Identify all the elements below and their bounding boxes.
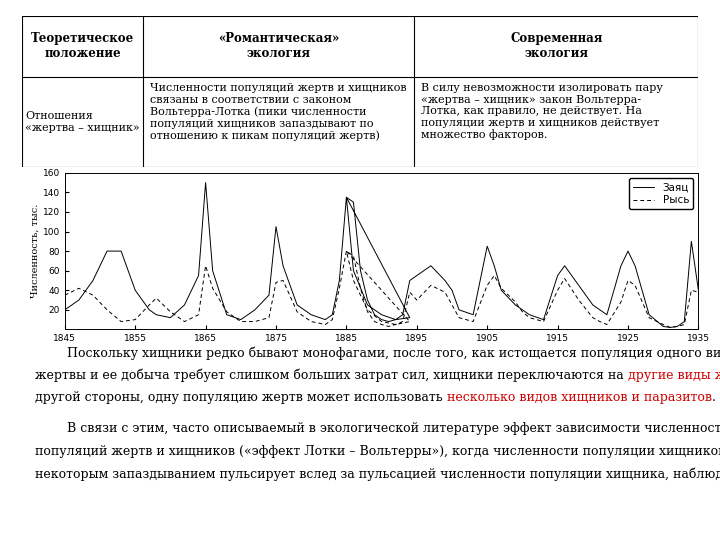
Text: «Романтическая»
экология: «Романтическая» экология xyxy=(218,32,339,60)
Text: другой стороны, одну популяцию жертв может использовать: другой стороны, одну популяцию жертв мож… xyxy=(35,392,446,404)
Рысь xyxy=(687,287,696,294)
Text: Современная
экология: Современная экология xyxy=(510,32,603,60)
Заяц xyxy=(687,238,696,245)
Заяц xyxy=(413,272,421,279)
Рысь xyxy=(666,324,675,330)
Text: В силу невозможности изолировать пару
«жертва – хищник» закон Вольтерра-
Лотка, : В силу невозможности изолировать пару «ж… xyxy=(421,83,663,140)
Text: популяций жертв и хищников («эффект Лотки – Вольтерры»), когда численности попул: популяций жертв и хищников («эффект Лотк… xyxy=(35,444,720,458)
Text: некоторым запаздыванием пульсирует вслед за пульсацией численности популяции хищ: некоторым запаздыванием пульсирует вслед… xyxy=(35,467,720,481)
Line: Рысь: Рысь xyxy=(65,251,698,327)
Заяц xyxy=(131,287,140,294)
Заяц xyxy=(208,267,217,274)
Text: Отношения
«жертва – хищник»: Отношения «жертва – хищник» xyxy=(25,111,140,133)
Рысь xyxy=(553,287,562,294)
Рысь xyxy=(131,316,140,323)
Text: Поскольку хищники редко бывают монофагами, после того, как истощается популяция : Поскольку хищники редко бывают монофагам… xyxy=(35,346,720,360)
Заяц xyxy=(666,324,675,330)
Legend: Заяц, Рысь: Заяц, Рысь xyxy=(629,178,693,210)
Заяц xyxy=(202,179,210,186)
Рысь xyxy=(413,297,421,303)
Line: Заяц: Заяц xyxy=(65,183,698,327)
Рысь xyxy=(202,262,210,269)
Заяц xyxy=(236,316,245,323)
Заяц xyxy=(60,307,69,313)
Text: другие виды жертв: другие виды жертв xyxy=(628,369,720,382)
Рысь xyxy=(222,308,231,315)
Text: Теоретическое
положение: Теоретическое положение xyxy=(31,32,134,60)
Заяц xyxy=(553,272,562,279)
Text: несколько видов хищников и паразитов: несколько видов хищников и паразитов xyxy=(446,392,711,404)
Рысь xyxy=(342,248,351,254)
Text: жертвы и ее добыча требует слишком больших затрат сил, хищники переключаются на: жертвы и ее добыча требует слишком больш… xyxy=(35,369,628,382)
Text: Численности популяций жертв и хищников
связаны в соответствии с законом
Вольтерр: Численности популяций жертв и хищников с… xyxy=(150,83,407,141)
Рысь xyxy=(60,292,69,299)
Text: В связи с этим, часто описываемый в экологической литературе эффект зависимости : В связи с этим, часто описываемый в экол… xyxy=(35,422,720,435)
Заяц xyxy=(694,287,703,294)
Y-axis label: Численность, тыс.: Численность, тыс. xyxy=(31,204,40,298)
Рысь xyxy=(694,289,703,295)
Text: .: . xyxy=(711,392,716,404)
